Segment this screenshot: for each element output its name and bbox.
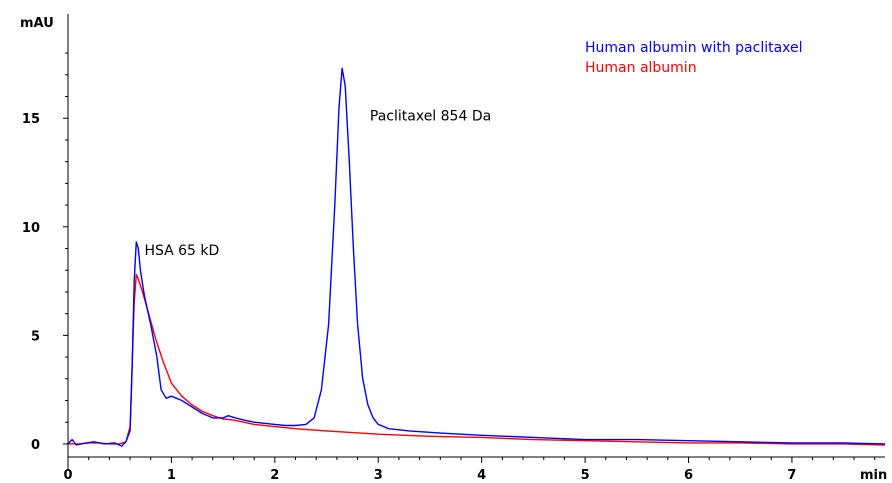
x-axis-ticks: 0 1 2 3 4 5 6 7 — [63, 457, 876, 483]
y-tick-label-15: 15 — [22, 112, 40, 127]
legend-entry-paclitaxel: Human albumin with paclitaxel — [585, 40, 803, 56]
y-tick-label-0: 0 — [31, 438, 40, 453]
x-tick-label-6: 6 — [684, 468, 693, 483]
y-tick-label-5: 5 — [31, 329, 40, 344]
x-tick-label-4: 4 — [477, 468, 486, 483]
x-tick-label-5: 5 — [581, 468, 590, 483]
x-tick-label-2: 2 — [270, 468, 279, 483]
annotation-paclitaxel: Paclitaxel 854 Da — [370, 108, 491, 124]
series-line-1 — [68, 273, 886, 446]
x-tick-label-1: 1 — [167, 468, 176, 483]
y-axis-ticks: 0 5 10 15 — [22, 52, 68, 453]
x-tick-label-7: 7 — [787, 468, 796, 483]
x-tick-label-3: 3 — [374, 468, 383, 483]
series-line-0 — [67, 67, 886, 447]
y-axis-title: mAU — [20, 16, 54, 31]
x-tick-label-0: 0 — [63, 468, 72, 483]
y-tick-label-10: 10 — [22, 221, 40, 236]
plot-series — [67, 67, 886, 447]
legend-entry-albumin: Human albumin — [585, 60, 697, 76]
annotation-hsa: HSA 65 kD — [144, 243, 219, 259]
x-axis-title: min — [860, 468, 887, 483]
